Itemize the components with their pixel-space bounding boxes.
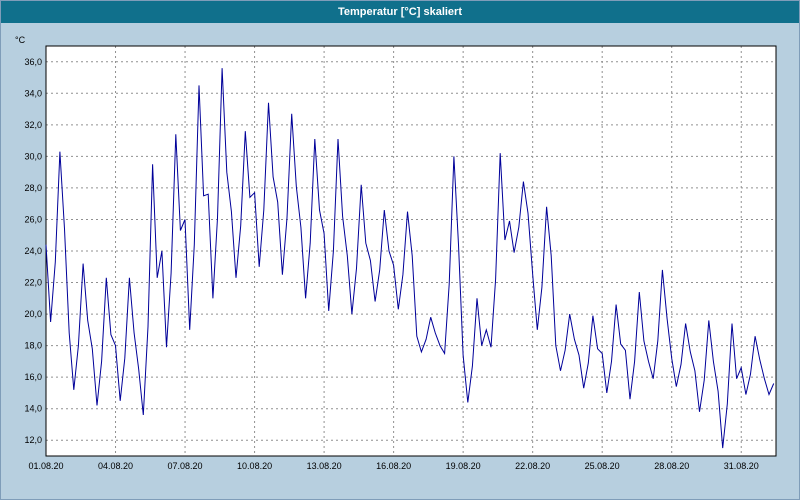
x-tick-label: 16.08.20 — [376, 461, 411, 471]
window-title: Temperatur [°C] skaliert — [337, 6, 462, 18]
y-tick-label: 14,0 — [24, 404, 42, 414]
temperature-series-line — [45, 68, 775, 449]
x-tick-label: 13.08.20 — [307, 461, 342, 471]
y-tick-label: 34,0 — [24, 88, 42, 98]
x-tick-label: 25.08.20 — [585, 461, 620, 471]
y-tick-label: 24,0 — [24, 246, 42, 256]
x-tick-label: 01.08.20 — [28, 461, 63, 471]
y-tick-label: 20,0 — [24, 309, 42, 319]
y-tick-label: 28,0 — [24, 183, 42, 193]
y-tick-label: 16,0 — [24, 372, 42, 382]
y-axis-unit-label: °C — [15, 35, 26, 45]
y-tick-label: 32,0 — [24, 120, 42, 130]
x-tick-label: 28.08.20 — [654, 461, 689, 471]
y-tick-label: 12,0 — [24, 435, 42, 445]
x-tick-label: 19.08.20 — [446, 461, 481, 471]
title-bar: Temperatur [°C] skaliert — [1, 1, 799, 23]
x-tick-label: 22.08.20 — [515, 461, 550, 471]
y-tick-label: 22,0 — [24, 278, 42, 288]
y-tick-label: 18,0 — [24, 341, 42, 351]
x-tick-label: 07.08.20 — [168, 461, 203, 471]
x-tick-label: 31.08.20 — [724, 461, 759, 471]
y-tick-label: 36,0 — [24, 57, 42, 67]
x-tick-label: 04.08.20 — [98, 461, 133, 471]
y-tick-label: 26,0 — [24, 214, 42, 224]
x-tick-label: 10.08.20 — [237, 461, 272, 471]
temperature-chart: 01.08.20 04.08.20 07.08.20 10.08.20 13.08.20… — [24, 45, 777, 471]
chart-area: 01.08.20 04.08.20 07.08.20 10.08.20 13.08.20… — [1, 23, 799, 499]
y-tick-label: 30,0 — [24, 151, 42, 161]
